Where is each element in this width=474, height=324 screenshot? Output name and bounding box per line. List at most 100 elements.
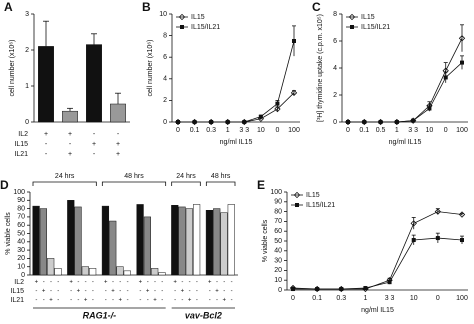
table-sign: + [215,289,219,295]
y-tick-label: 70 [274,218,282,225]
table-sign: + [35,280,39,286]
table-row-label: IL2 [18,131,28,138]
x-tick-label: 0 [275,127,279,134]
panel-label: E [257,178,265,192]
y-tick-label: 50 [274,238,282,245]
y-tick-label: 70 [17,214,25,221]
table-sign: + [223,298,227,304]
table-sign: + [146,289,150,295]
table-sign: - [93,131,96,138]
legend-label: IL15/IL21 [191,24,220,31]
table-sign: - [209,289,211,295]
legend-label: IL15 [306,192,320,199]
table-sign: - [161,289,163,295]
bar [101,205,110,276]
y-tick-label: 90 [17,197,25,204]
x-tick-label: 1 [395,127,399,134]
marker [275,101,280,106]
y-tick-label: 50 [17,230,25,237]
table-sign: - [43,298,45,304]
table-sign: - [112,280,114,286]
marker [458,211,466,218]
table-sign: - [50,280,52,286]
table-sign: - [92,289,94,295]
group-bracket [32,181,97,186]
y-tick-label: 0 [25,119,29,126]
marker [350,25,354,29]
group-bracket [101,181,167,186]
table-row-label: IL15 [10,288,24,295]
y-tick-label: 100 [13,189,25,196]
bar [151,268,159,276]
table-sign: - [216,280,218,286]
marker [362,120,367,124]
y-axis-label: cell number (x10⁶) [9,40,16,97]
legend-label: IL15/IL21 [306,202,335,209]
y-tick-label: 10 [274,277,282,284]
y-tick-label: 4 [333,65,337,72]
table-sign: - [77,298,79,304]
table-sign: - [196,289,198,295]
series-line [348,62,463,123]
marker [411,118,416,123]
bar [123,270,131,276]
x-tick-label: 0.3 [336,295,346,302]
bar [47,258,55,276]
group-bracket [205,181,236,186]
marker [394,120,399,124]
series-line [178,40,295,123]
x-tick-label: 0 [176,127,180,134]
table-sign: + [119,298,123,304]
table-sign: - [77,280,79,286]
table-sign: - [119,280,121,286]
y-tick-label: 1 [25,83,29,90]
table-sign: - [196,298,198,304]
x-tick-label: 0 [346,127,350,134]
bar [227,204,235,276]
marker [209,120,214,124]
y-tick-label: 6 [163,54,167,61]
y-tick-label: 0 [333,119,337,126]
y-tick-label: 90 [274,199,282,206]
y-tick-label: 6 [333,38,337,45]
table-sign: + [49,298,53,304]
marker [435,236,440,241]
marker [346,120,350,124]
x-tick-label: 10 [257,127,265,134]
table-sign: - [92,298,94,304]
table-sign: - [43,280,45,286]
marker [410,220,417,227]
bar [110,103,126,123]
bar [86,44,102,123]
x-tick-label: 0.5 [376,127,386,134]
marker [339,287,344,292]
panel-label: D [0,178,9,192]
marker [293,191,301,199]
bar [32,205,40,276]
marker [192,120,197,124]
group-label: 48 hrs [124,173,144,180]
table-sign: - [112,298,114,304]
marker [387,280,392,285]
bar [158,272,166,276]
marker [434,208,442,215]
table-sign: - [70,298,72,304]
group-label: 48 hrs [211,173,231,180]
bar [136,204,144,276]
table-sign: + [77,289,81,295]
x-axis-label: ng/ml IL15 [389,139,422,146]
table-sign: + [42,289,46,295]
table-sign: - [70,289,72,295]
y-tick-label: 10 [17,264,25,271]
marker [242,120,247,124]
y-tick-label: 40 [274,248,282,255]
panel-label: A [4,0,13,14]
table-sign: - [189,280,191,286]
x-tick-label: 100 [456,295,468,302]
y-tick-label: 0 [278,287,282,294]
table-sign: + [153,298,157,304]
marker [176,120,180,124]
marker [291,287,295,292]
table-sign: - [231,298,233,304]
